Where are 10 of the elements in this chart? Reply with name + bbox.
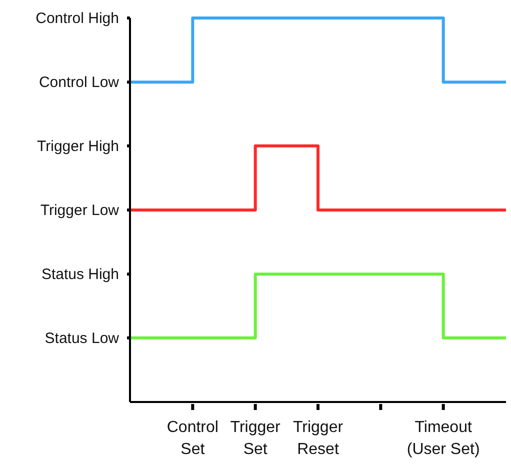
x-tick-label: Trigger Reset (292, 419, 344, 458)
x-tick-label: Control Set (166, 419, 218, 458)
text: Control Low (38, 74, 120, 92)
x-tick-label: Timeout (User Set) (406, 419, 480, 458)
text: Trigger Low (40, 202, 120, 219)
text: Trigger High (37, 138, 119, 155)
text: Status Low (44, 330, 120, 347)
x-tick-label: Trigger Set (230, 419, 282, 458)
text: Control High (36, 10, 119, 27)
text: Status High (41, 266, 119, 284)
